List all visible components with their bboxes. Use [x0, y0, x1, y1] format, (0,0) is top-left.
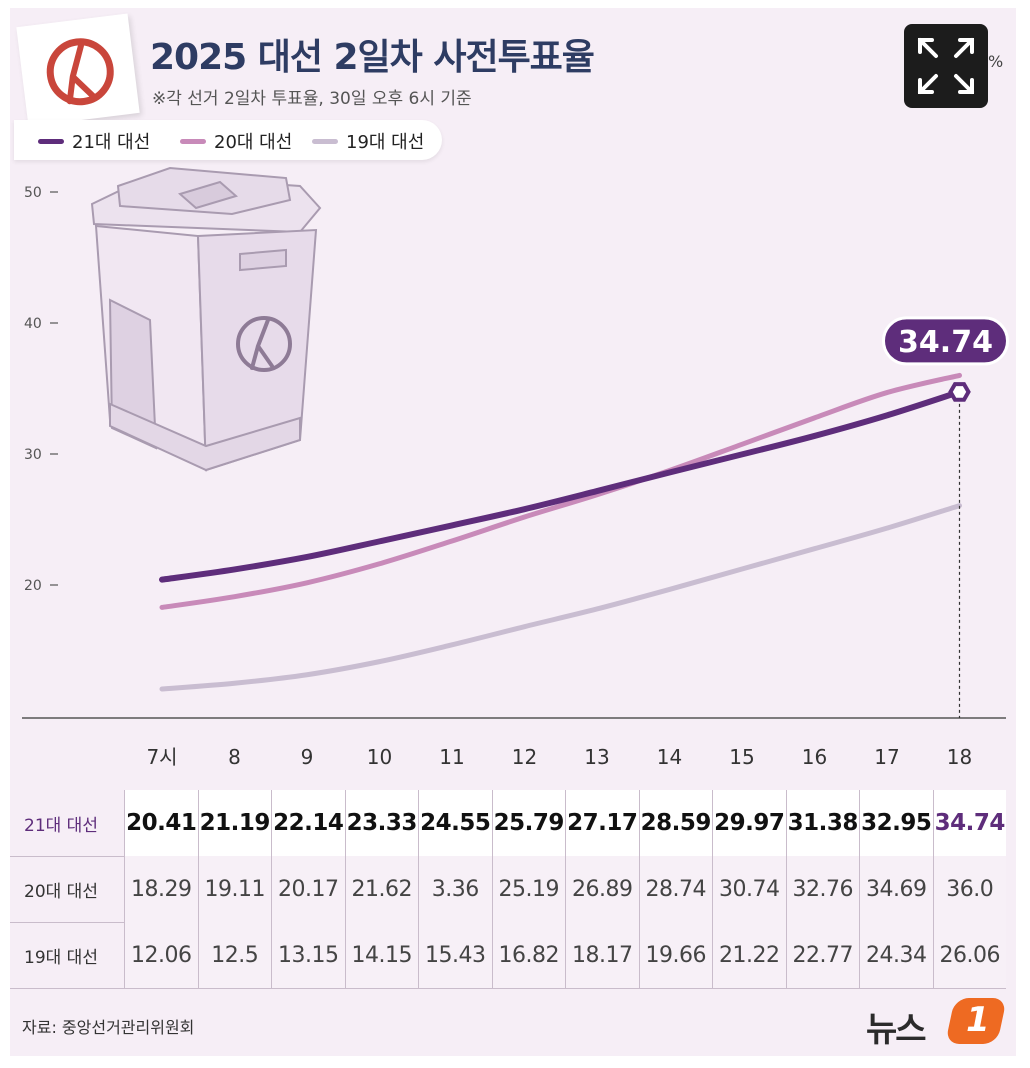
table-cell: 25.79 [491, 790, 565, 856]
y-tick-label: 50 [24, 185, 42, 201]
x-tick-label: 17 [874, 745, 899, 769]
x-tick-label: 16 [802, 745, 827, 769]
table-cell: 12.5 [197, 922, 271, 988]
brand-name: 뉴스 [866, 1010, 927, 1050]
table-cell: 36.0 [932, 856, 1006, 922]
y-tick-label: 30 [24, 447, 42, 463]
table-cell: 22.14 [271, 790, 345, 856]
table-cell: 21.62 [344, 856, 418, 922]
table-cell: 21.19 [197, 790, 271, 856]
legend-label: 21대 대선 [72, 132, 151, 153]
legend-swatch [312, 138, 338, 144]
legend-item-20: 20대 대선 [180, 128, 292, 154]
table-cell: 12.06 [124, 922, 198, 988]
expand-button[interactable] [904, 24, 988, 108]
end-marker: 34.74 [882, 316, 1009, 718]
row-label: 20대 대선 [24, 881, 98, 902]
table-cell: 29.97 [712, 790, 786, 856]
table-row-19: 19대 대선 12.06 12.5 13.15 14.15 15.43 16.8… [10, 922, 1006, 989]
series-line-0 [159, 388, 963, 583]
table-cell: 28.74 [638, 856, 712, 922]
brand-badge-number: 1 [966, 1000, 990, 1040]
table-cell: 34.69 [859, 856, 933, 922]
ballot-stamp-icon [46, 38, 114, 106]
table-cell: 28.59 [638, 790, 712, 856]
table-cell: 24.34 [859, 922, 933, 988]
y-tick-label: 40 [24, 316, 42, 332]
brand-logo: 뉴스 1 [866, 996, 1007, 1050]
series-line-1 [159, 372, 962, 610]
source-note: 자료: 중앙선거관리위원회 [22, 1018, 195, 1037]
table-cell: 3.36 [418, 856, 492, 922]
x-tick-label: 9 [301, 745, 314, 769]
callout-bubble [882, 316, 1009, 366]
table-cell: 19.11 [197, 856, 271, 922]
callout-value: 34.74 [898, 325, 993, 360]
table-cell: 16.82 [491, 922, 565, 988]
x-tick-label: 11 [439, 745, 464, 769]
expand-arrows-icon [918, 38, 974, 94]
table-cell: 32.95 [859, 790, 933, 856]
table-cell: 23.33 [344, 790, 418, 856]
x-tick-label: 15 [729, 745, 754, 769]
table-cell: 25.19 [491, 856, 565, 922]
series-lines [159, 372, 963, 692]
x-tick-label: 14 [657, 745, 682, 769]
chart-title: 2025 대선 2일차 사전투표율 [150, 37, 595, 78]
legend-label: 19대 대선 [346, 132, 425, 153]
table-cell: 19.66 [638, 922, 712, 988]
ballot-box-illustration [90, 166, 322, 472]
logo-card [16, 13, 140, 127]
table-cell: 22.77 [785, 922, 859, 988]
table-cell: 20.41 [124, 790, 198, 856]
table-cell: 18.17 [565, 922, 639, 988]
line-chart: 20 30 40 50 7시 8 9 10 11 12 13 14 15 16 17 18 34.74 [22, 166, 1009, 769]
table-row-20: 20대 대선 18.29 19.11 20.17 21.62 3.36 25.1… [10, 856, 1006, 923]
y-axis: 20 30 40 50 [24, 185, 58, 594]
table-cell: 32.76 [785, 856, 859, 922]
legend-swatch [180, 138, 206, 144]
series-line-2 [159, 503, 962, 692]
legend-label: 20대 대선 [214, 132, 293, 153]
legend: 21대 대선 20대 대선 19대 대선 [14, 120, 442, 160]
x-tick-label: 10 [367, 745, 392, 769]
row-label: 21대 대선 [24, 815, 98, 836]
table-cell: 31.38 [785, 790, 859, 856]
legend-swatch [38, 138, 64, 144]
table-row-21: 21대 대선 20.41 21.19 22.14 23.33 24.55 25.… [10, 790, 1006, 857]
table-cell-highlight: 34.74 [932, 790, 1006, 856]
end-point-marker [948, 382, 971, 402]
x-tick-label: 7시 [146, 745, 177, 769]
table-cell: 13.15 [271, 922, 345, 988]
x-tick-label: 12 [512, 745, 537, 769]
x-tick-label: 13 [584, 745, 609, 769]
table-cell: 30.74 [712, 856, 786, 922]
x-tick-label: 8 [228, 745, 241, 769]
table-cell: 15.43 [418, 922, 492, 988]
chart-subtitle: ※각 선거 2일차 투표율, 30일 오후 6시 기준 [152, 89, 472, 109]
unit-label: % [988, 52, 1004, 71]
x-axis-ticks: 7시 8 9 10 11 12 13 14 15 16 17 18 [146, 745, 972, 769]
table-cell: 27.17 [565, 790, 639, 856]
table-cell: 24.55 [418, 790, 492, 856]
legend-item-21: 21대 대선 [38, 128, 150, 154]
x-tick-label: 18 [947, 745, 972, 769]
table-cell: 26.06 [932, 922, 1006, 988]
table-cell: 18.29 [124, 856, 198, 922]
table-cell: 14.15 [344, 922, 418, 988]
row-label: 19대 대선 [24, 947, 98, 968]
table-cell: 20.17 [271, 856, 345, 922]
legend-item-19: 19대 대선 [312, 128, 424, 154]
table-cell: 26.89 [565, 856, 639, 922]
table-cell: 21.22 [712, 922, 786, 988]
y-tick-label: 20 [24, 578, 42, 594]
